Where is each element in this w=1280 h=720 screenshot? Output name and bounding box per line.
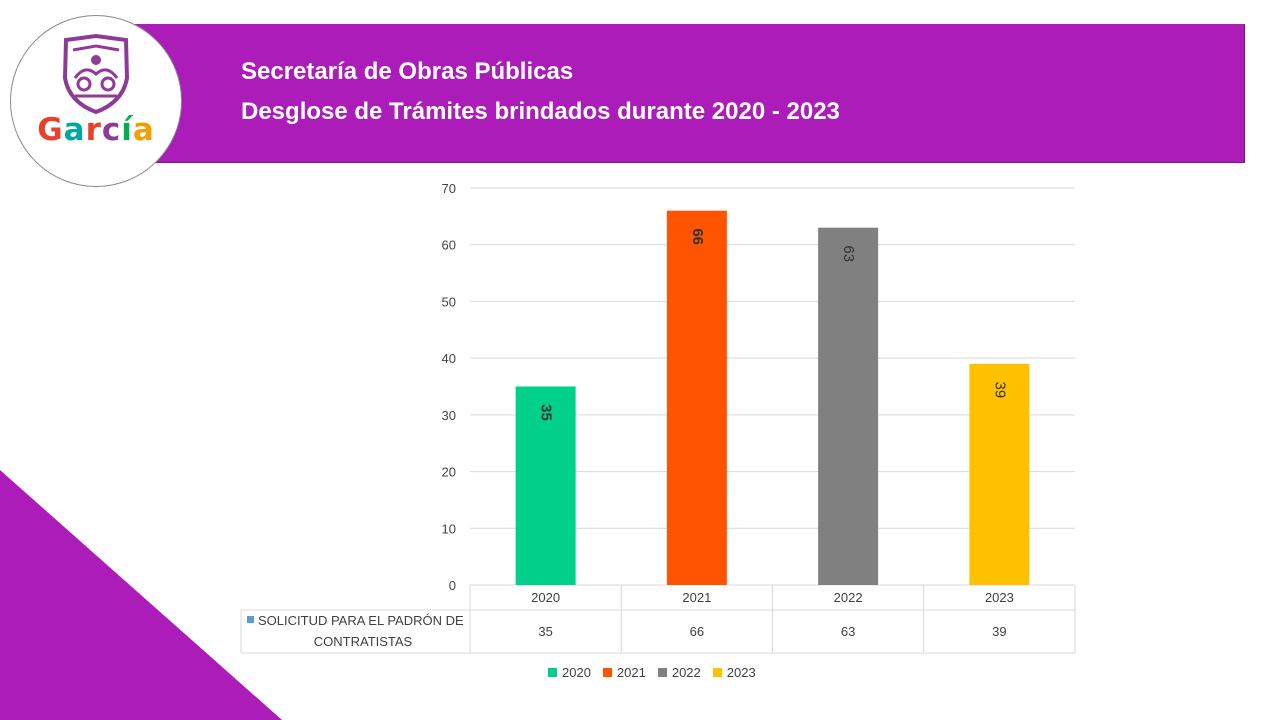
logo-letter: r [85, 112, 102, 148]
legend-swatch [712, 668, 722, 677]
logo-letter: í [121, 112, 133, 148]
logo-letter: c [101, 112, 122, 148]
y-tick-label: 40 [442, 351, 456, 366]
legend-entry: 2020 [548, 665, 591, 680]
table-cell-value: 66 [690, 624, 704, 639]
bar [666, 210, 727, 585]
y-tick-label: 30 [442, 408, 456, 423]
y-tick-label: 20 [442, 465, 456, 480]
legend-entry: 2023 [712, 665, 756, 680]
legend-label: 2023 [726, 665, 756, 680]
legend-label: 2020 [562, 665, 591, 680]
y-tick-label: 70 [442, 181, 456, 196]
legend-entry: 2022 [657, 665, 701, 680]
x-tick-label: 2023 [985, 590, 1014, 605]
bar [515, 386, 576, 585]
table-cell-value: 39 [992, 624, 1006, 639]
legend-label: 2021 [616, 665, 646, 680]
logo-letter: a [132, 112, 155, 148]
series-key-swatch [247, 616, 254, 623]
bar [969, 363, 1030, 585]
bar-data-label: 63 [840, 245, 857, 262]
logo: García [10, 15, 182, 187]
legend-swatch [548, 668, 557, 677]
x-tick-label: 2021 [682, 590, 711, 605]
legend-label: 2022 [671, 665, 701, 680]
page-subtitle: Desglose de Trámites brindados durante 2… [241, 98, 840, 125]
x-tick-label: 2020 [531, 590, 560, 605]
y-tick-label: 50 [442, 294, 456, 309]
legend-entry: 2021 [602, 665, 646, 680]
x-tick-label: 2022 [834, 590, 863, 605]
header-banner [120, 24, 1245, 163]
legend-swatch [657, 668, 667, 677]
logo-letter: a [63, 112, 86, 148]
chart-legend: 2020 2021 2022 2023 [548, 665, 756, 680]
y-tick-label: 60 [442, 238, 456, 253]
series-name-line: CONTRATISTAS [314, 634, 413, 649]
table-cell-value: 35 [538, 624, 552, 639]
bar-data-label: 35 [538, 404, 555, 421]
page-title: Secretaría de Obras Públicas [241, 58, 574, 85]
table-cell-value: 63 [841, 624, 855, 639]
shield-crest-icon [62, 33, 130, 115]
series-name-line: SOLICITUD PARA EL PADRÓN DE [258, 613, 464, 628]
bar-data-label: 66 [689, 228, 706, 245]
legend-swatch [602, 668, 612, 677]
logo-letter: G [37, 112, 64, 148]
corner-decoration [0, 470, 282, 720]
bar [818, 227, 879, 585]
bar-data-label: 39 [991, 381, 1008, 398]
logo-wordmark: García [11, 112, 181, 148]
y-tick-label: 0 [449, 578, 456, 593]
y-tick-label: 10 [442, 521, 456, 536]
